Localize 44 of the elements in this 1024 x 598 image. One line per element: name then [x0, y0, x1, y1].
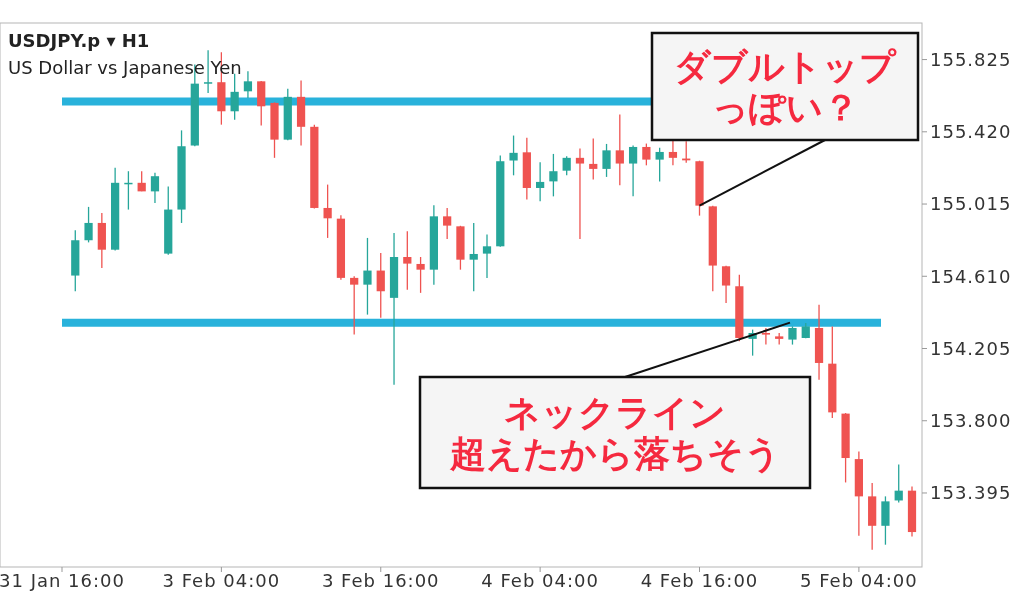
candlestick	[602, 143, 611, 178]
candlestick	[482, 233, 492, 279]
candlestick	[721, 265, 731, 304]
annotation: ネックライン超えたから落ちそう	[448, 391, 781, 475]
candlestick	[642, 142, 651, 166]
candlestick	[243, 70, 253, 99]
candlestick	[363, 237, 372, 316]
candlestick	[443, 207, 452, 240]
candlestick	[350, 275, 359, 336]
candlestick	[403, 230, 412, 291]
candlestick	[416, 256, 425, 294]
x-tick-label: 3 Feb 04:00	[162, 570, 281, 591]
candlestick	[150, 172, 160, 204]
candlestick	[615, 113, 624, 186]
candlestick	[84, 206, 93, 244]
y-tick-label: 154.205	[930, 337, 1012, 359]
candlestick	[230, 73, 239, 121]
x-tick-label: 5 Feb 04:00	[800, 570, 918, 591]
y-tick-label: 155.015	[930, 193, 1012, 215]
candlestick	[536, 161, 545, 203]
candlestick	[323, 183, 332, 239]
x-tick-label: 4 Feb 04:00	[481, 570, 599, 591]
candlestick	[376, 252, 385, 319]
candlestick	[761, 327, 771, 346]
candlestick	[575, 147, 585, 240]
candlestick	[469, 222, 478, 292]
candlestick	[668, 139, 678, 166]
y-tick-label: 155.420	[930, 121, 1012, 143]
x-tick-label: 31 Jan 16:00	[0, 570, 125, 591]
x-tick-label: 4 Feb 16:00	[640, 570, 759, 591]
candlestick	[509, 134, 518, 176]
candlestick	[655, 147, 664, 183]
chart-title: USDJPY.p ▾ H1	[8, 30, 150, 51]
annotation: ダブルトップっぽい？	[674, 45, 897, 129]
y-tick-label: 153.800	[930, 410, 1012, 432]
y-tick-label: 153.395	[930, 482, 1012, 504]
candlestick	[562, 155, 571, 176]
y-tick-label: 155.825	[930, 48, 1012, 70]
candlestick	[589, 137, 598, 181]
candlestick	[549, 153, 558, 198]
candlestick	[788, 325, 797, 346]
x-tick-label: 3 Feb 16:00	[321, 570, 440, 591]
y-tick-label: 154.610	[930, 265, 1012, 287]
candlestick	[628, 144, 638, 198]
